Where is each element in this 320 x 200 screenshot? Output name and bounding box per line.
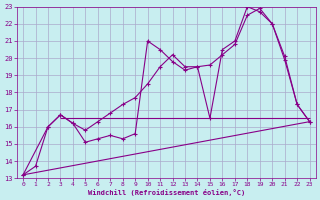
X-axis label: Windchill (Refroidissement éolien,°C): Windchill (Refroidissement éolien,°C) [88,189,245,196]
